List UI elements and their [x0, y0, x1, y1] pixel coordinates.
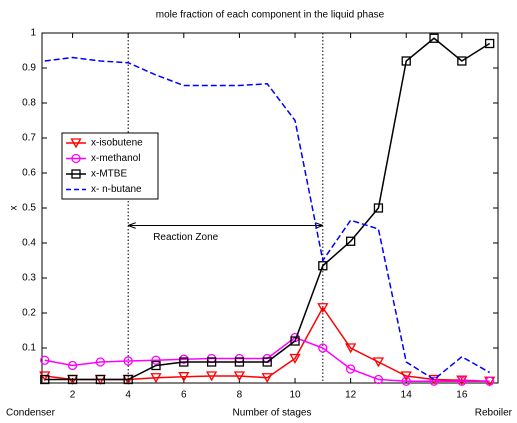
x-axis-label: Number of stages — [233, 408, 312, 419]
data-point — [290, 336, 300, 346]
data-point — [429, 33, 439, 43]
data-point — [401, 56, 411, 66]
series-line — [44, 56, 491, 381]
y-tick-label: 0.7 — [22, 133, 36, 144]
data-point — [457, 56, 467, 66]
data-point — [95, 357, 106, 367]
legend-marker — [70, 138, 82, 149]
x-tick-label: 14 — [401, 390, 413, 401]
data-point — [206, 357, 217, 367]
y-tick-label: 0.8 — [22, 98, 36, 109]
series-line — [44, 306, 490, 382]
y-tick-label: 0.9 — [22, 63, 36, 74]
data-point — [345, 343, 357, 354]
y-tick-label: 0.2 — [22, 308, 36, 319]
y-tick-label: 0.6 — [22, 168, 36, 179]
data-point — [345, 364, 356, 374]
data-point — [373, 203, 384, 213]
data-point — [40, 374, 50, 385]
data-point — [457, 376, 467, 386]
x-tick-label: 16 — [456, 390, 468, 401]
data-point — [401, 376, 411, 386]
legend-label: x-isobutene — [91, 138, 143, 149]
data-point — [95, 374, 106, 385]
data-point — [428, 374, 440, 385]
data-point — [373, 374, 384, 385]
data-point — [123, 356, 133, 366]
legend-marker — [71, 169, 81, 179]
x-tick-label: 2 — [70, 390, 76, 401]
data-point — [233, 371, 246, 382]
x-tick-label: 8 — [237, 390, 243, 401]
data-point — [485, 376, 495, 386]
data-point — [178, 372, 190, 383]
x-end-label: Reboiler — [475, 408, 513, 419]
legend-marker — [71, 153, 81, 164]
y-axis-label: x — [9, 206, 20, 211]
legend-label: x- n-butane — [91, 184, 142, 195]
plot-frame — [41, 32, 499, 384]
series-line — [44, 336, 490, 382]
data-point — [485, 38, 495, 49]
x-tick-label: 12 — [345, 390, 357, 401]
data-point — [318, 343, 328, 353]
y-tick-label: 0.3 — [22, 273, 36, 284]
data-point — [151, 355, 161, 365]
data-point — [345, 236, 356, 246]
annotation: Reaction Zone — [153, 232, 218, 243]
data-point — [289, 353, 301, 364]
data-point — [317, 303, 329, 314]
data-point — [40, 355, 50, 365]
data-point — [179, 357, 189, 367]
y-tick-label: 0.5 — [22, 203, 36, 214]
legend-label: x-methanol — [91, 153, 140, 164]
data-point — [151, 360, 161, 371]
data-point — [400, 371, 412, 382]
data-point — [234, 357, 245, 367]
data-point — [67, 360, 78, 371]
y-tick-label: 0.1 — [22, 343, 36, 354]
data-point — [261, 373, 273, 384]
x-tick-label: 6 — [181, 390, 187, 401]
x-tick-label: 4 — [125, 390, 131, 401]
data-point — [205, 371, 218, 382]
data-point — [429, 376, 439, 386]
data-point — [372, 357, 385, 368]
x-end-label: Condenser — [6, 408, 56, 419]
legend-label: x-MTBE — [91, 169, 127, 180]
data-point — [456, 375, 468, 386]
y-tick-label: 1 — [30, 28, 36, 39]
series-line — [44, 37, 491, 381]
data-point — [150, 373, 162, 384]
x-tick-label: 10 — [289, 390, 301, 401]
y-tick-label: 0.4 — [22, 238, 36, 249]
data-point — [67, 374, 78, 385]
data-point — [123, 374, 133, 385]
chart-title: mole fraction of each component in the l… — [156, 10, 385, 21]
data-point — [262, 357, 272, 367]
